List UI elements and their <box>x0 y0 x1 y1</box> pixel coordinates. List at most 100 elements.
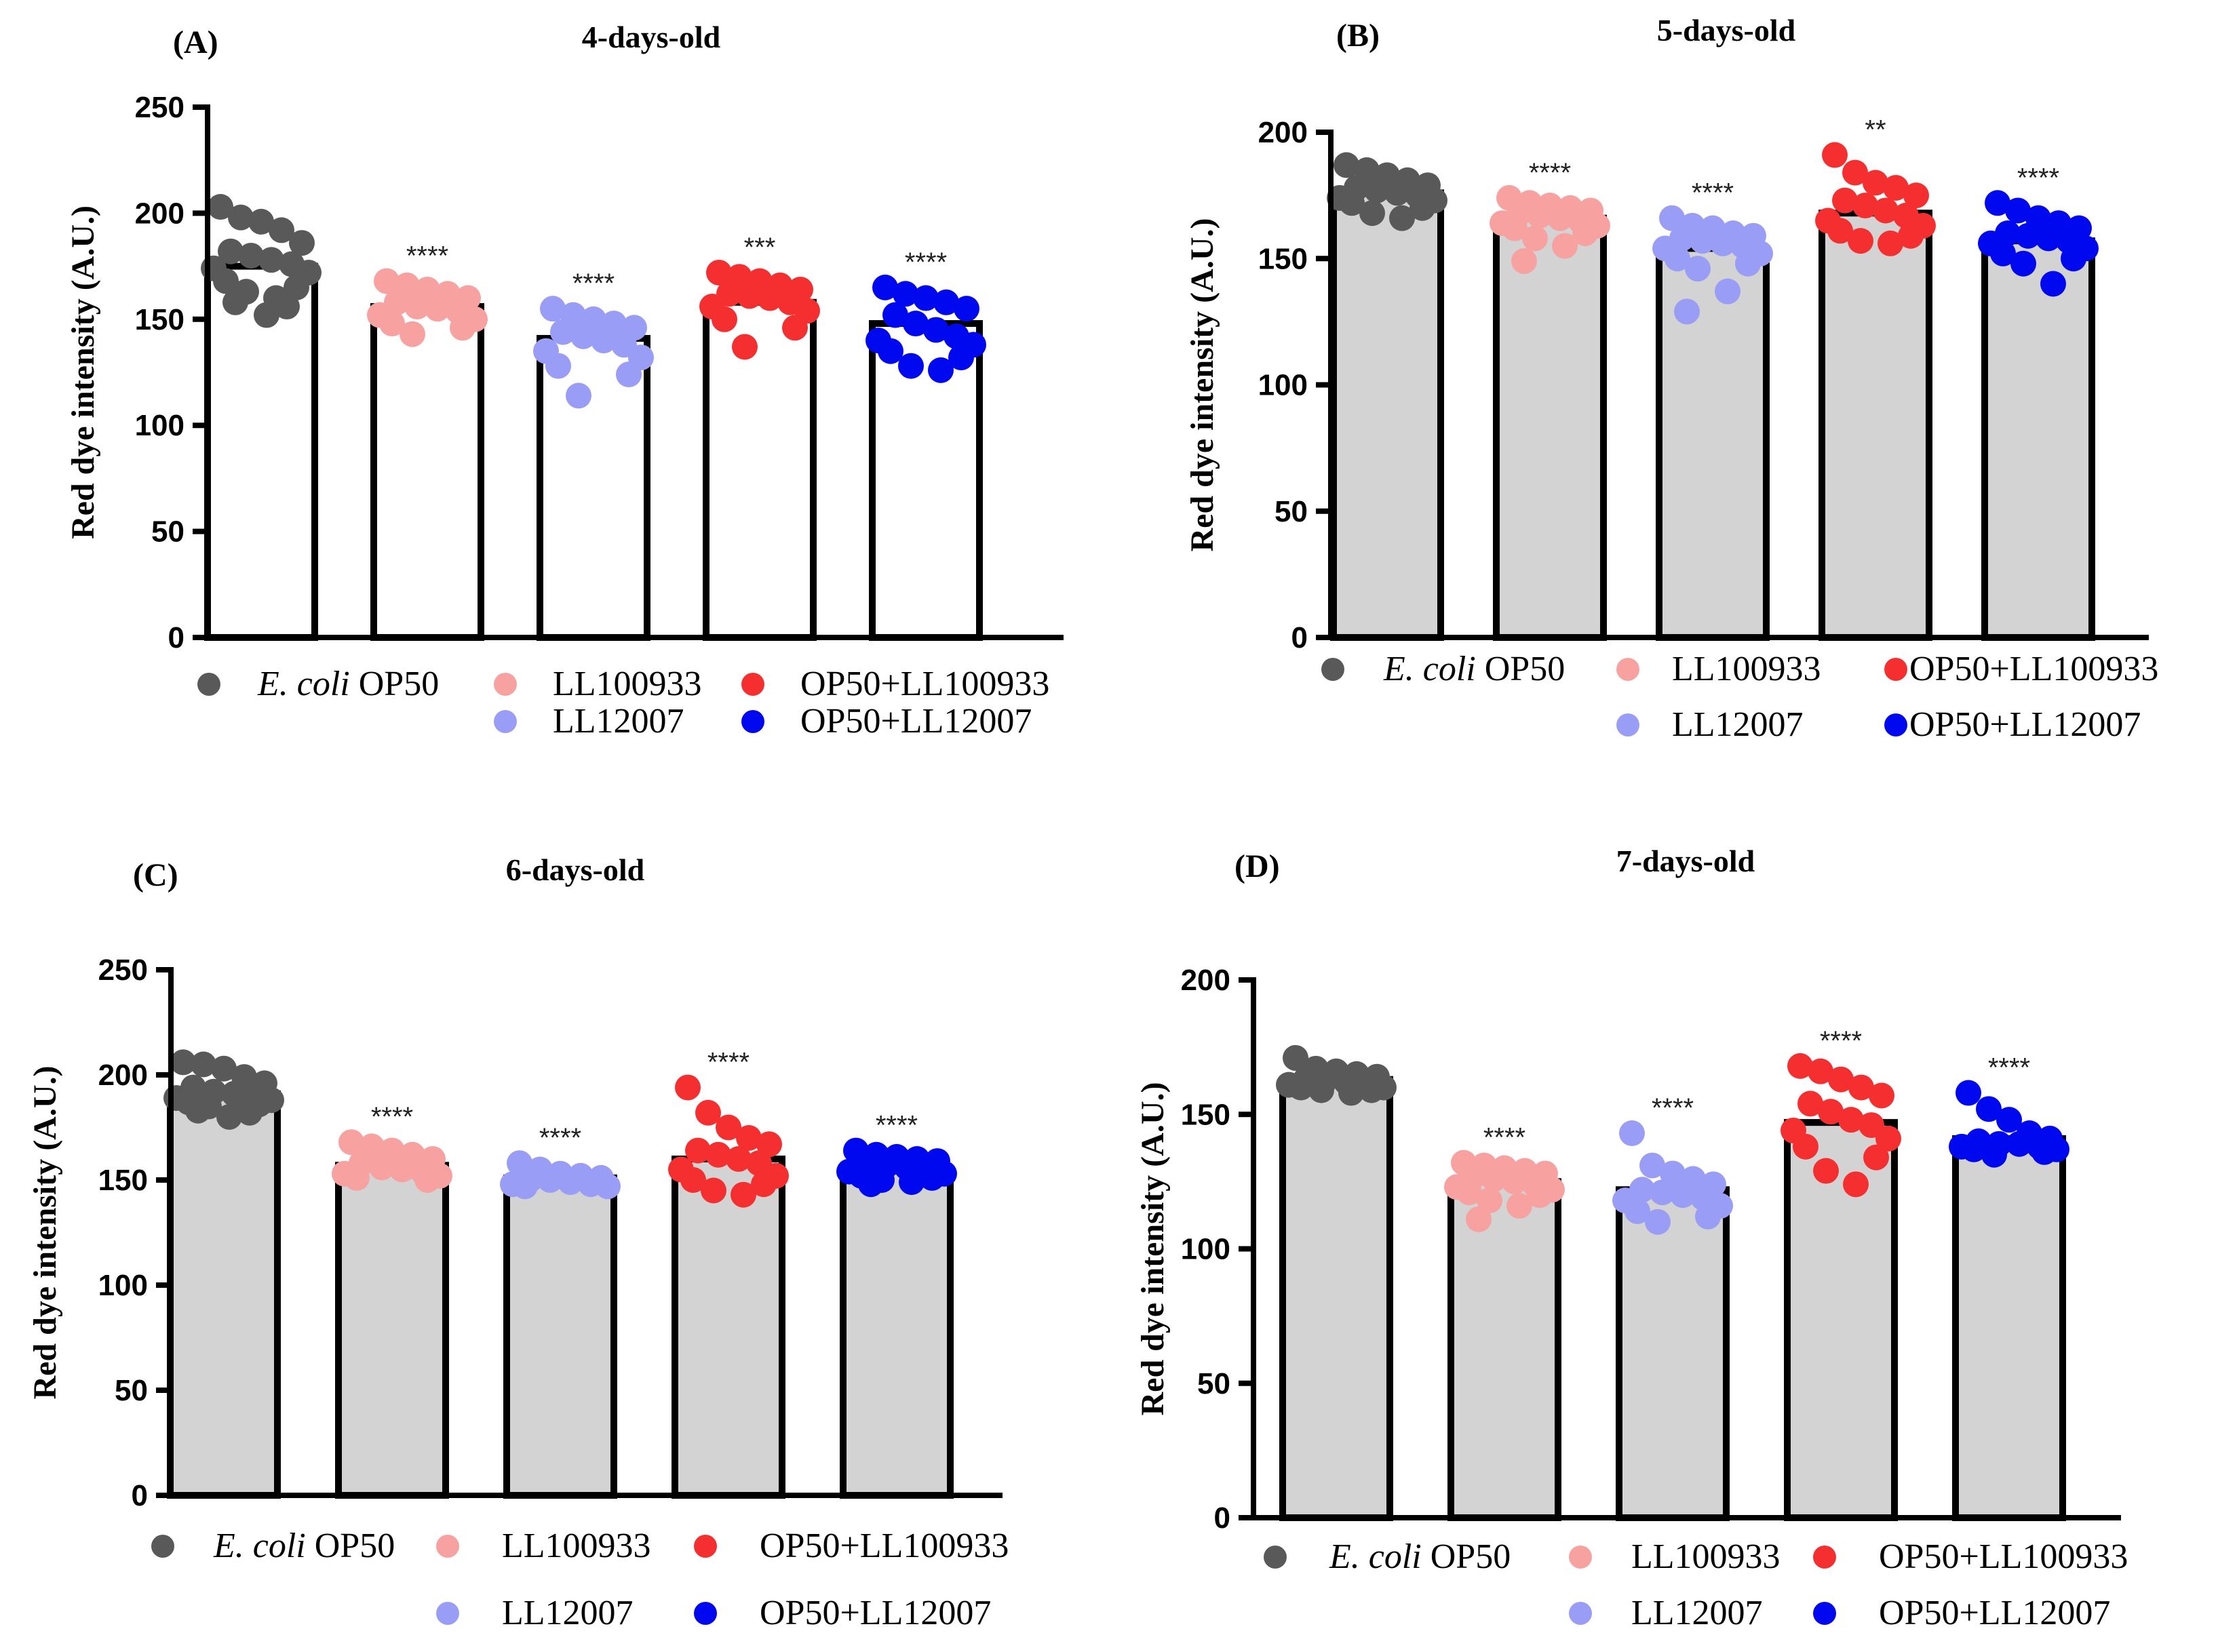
panel-d: (D) 7-days-old Red dye intensity (A.U.) ***… <box>1135 844 2128 1632</box>
data-point <box>919 1164 945 1191</box>
y-axis-label: Red dye intensity (A.U.) <box>1184 218 1220 552</box>
y-tick-label: 250 <box>135 91 184 124</box>
data-point <box>1665 245 1690 272</box>
significance-label: ** <box>1865 115 1886 145</box>
data-point <box>716 1114 741 1141</box>
data-point <box>344 1164 370 1191</box>
data-point <box>591 328 617 354</box>
data-point <box>1818 1099 1844 1125</box>
chart-title: 6-days-old <box>506 852 645 887</box>
panel-c: (C) 6-days-old Red dye intensity (A.U.) ***… <box>27 852 1009 1632</box>
data-point <box>1283 1044 1308 1071</box>
data-point <box>782 315 808 341</box>
bar <box>840 1166 954 1499</box>
data-point <box>1990 240 2016 267</box>
data-point <box>258 247 284 273</box>
legend-marker <box>1569 1602 1592 1625</box>
data-point <box>1506 1193 1532 1219</box>
data-point <box>1659 205 1685 231</box>
data-point <box>1878 230 1903 256</box>
data-point <box>675 1074 701 1101</box>
significance-label: **** <box>2017 163 2059 193</box>
legend-label: LL12007 <box>502 1594 634 1632</box>
bar <box>1330 189 1444 641</box>
significance-label: **** <box>1529 158 1571 188</box>
legend-label: LL100933 <box>1672 650 1821 688</box>
data-point <box>1527 1182 1553 1208</box>
data-point <box>1660 1160 1686 1187</box>
data-point <box>928 357 954 383</box>
bar <box>869 320 983 641</box>
data-point <box>237 1099 262 1126</box>
significance-label: **** <box>1483 1123 1525 1153</box>
y-tick-label: 150 <box>98 1164 148 1197</box>
data-point <box>540 296 566 322</box>
y-tick-label: 150 <box>1258 242 1308 275</box>
data-point <box>2015 222 2041 249</box>
legend-marker <box>436 1535 459 1558</box>
bar <box>335 1162 449 1499</box>
y-tick-label: 0 <box>1214 1501 1230 1535</box>
data-point <box>338 1129 364 1156</box>
significance-label: **** <box>572 269 615 298</box>
data-point <box>1650 1179 1675 1206</box>
data-point <box>872 274 898 300</box>
bar <box>703 298 817 641</box>
legend-label: OP50+LL100933 <box>760 1527 1009 1565</box>
panel-letter: (B) <box>1336 18 1380 54</box>
y-tick-label: 0 <box>168 621 184 654</box>
bar <box>672 1156 785 1499</box>
data-point <box>913 285 939 311</box>
data-point <box>1808 1058 1833 1084</box>
data-point <box>191 1051 216 1078</box>
data-point <box>1715 278 1740 304</box>
data-point <box>1827 218 1853 244</box>
data-point <box>1903 182 1929 209</box>
y-tick-label: 50 <box>1275 495 1308 528</box>
bar <box>370 303 484 641</box>
data-point <box>550 319 576 345</box>
data-point <box>1670 1182 1696 1208</box>
data-point <box>369 1154 395 1181</box>
data-point <box>1863 1144 1889 1171</box>
y-tick-label: 100 <box>98 1269 148 1302</box>
data-point <box>1384 180 1410 206</box>
data-point <box>284 274 309 300</box>
legend-marker <box>741 710 764 733</box>
significance-label: **** <box>406 241 448 271</box>
data-point <box>1735 250 1761 277</box>
legend-marker <box>1813 1602 1836 1625</box>
significance-label: **** <box>707 1048 750 1078</box>
bar <box>1447 1178 1561 1521</box>
data-point <box>1339 190 1365 216</box>
legend-label: OP50+LL100933 <box>800 665 1049 703</box>
data-point <box>954 296 979 322</box>
chart-title: 5-days-old <box>1657 13 1796 47</box>
y-tick-label: 0 <box>132 1479 148 1512</box>
y-tick-label: 100 <box>1181 1233 1230 1266</box>
legend-label: OP50+LL12007 <box>1879 1594 2110 1632</box>
data-point <box>2061 245 2086 272</box>
data-point <box>238 242 264 269</box>
data-point <box>1863 170 1888 196</box>
y-tick-label: 250 <box>98 953 148 987</box>
legend-label: LL100933 <box>502 1527 651 1565</box>
data-point <box>218 238 244 264</box>
data-point <box>1961 1136 1987 1162</box>
legend-label: LL12007 <box>1631 1594 1763 1632</box>
legend-label: LL12007 <box>553 702 684 741</box>
data-point <box>216 1104 242 1130</box>
data-point <box>1481 1166 1507 1192</box>
bar <box>1493 214 1607 641</box>
data-point <box>1813 1158 1839 1184</box>
legend-label: OP50+LL12007 <box>760 1594 991 1632</box>
data-point <box>1645 1208 1671 1235</box>
data-point <box>736 1125 762 1151</box>
data-point <box>1822 142 1848 168</box>
data-point <box>893 281 918 307</box>
legend-marker <box>1616 658 1639 681</box>
data-point <box>1359 1077 1384 1103</box>
data-point <box>1359 200 1385 227</box>
data-point <box>1981 1141 2007 1168</box>
data-point <box>1875 1125 1901 1152</box>
